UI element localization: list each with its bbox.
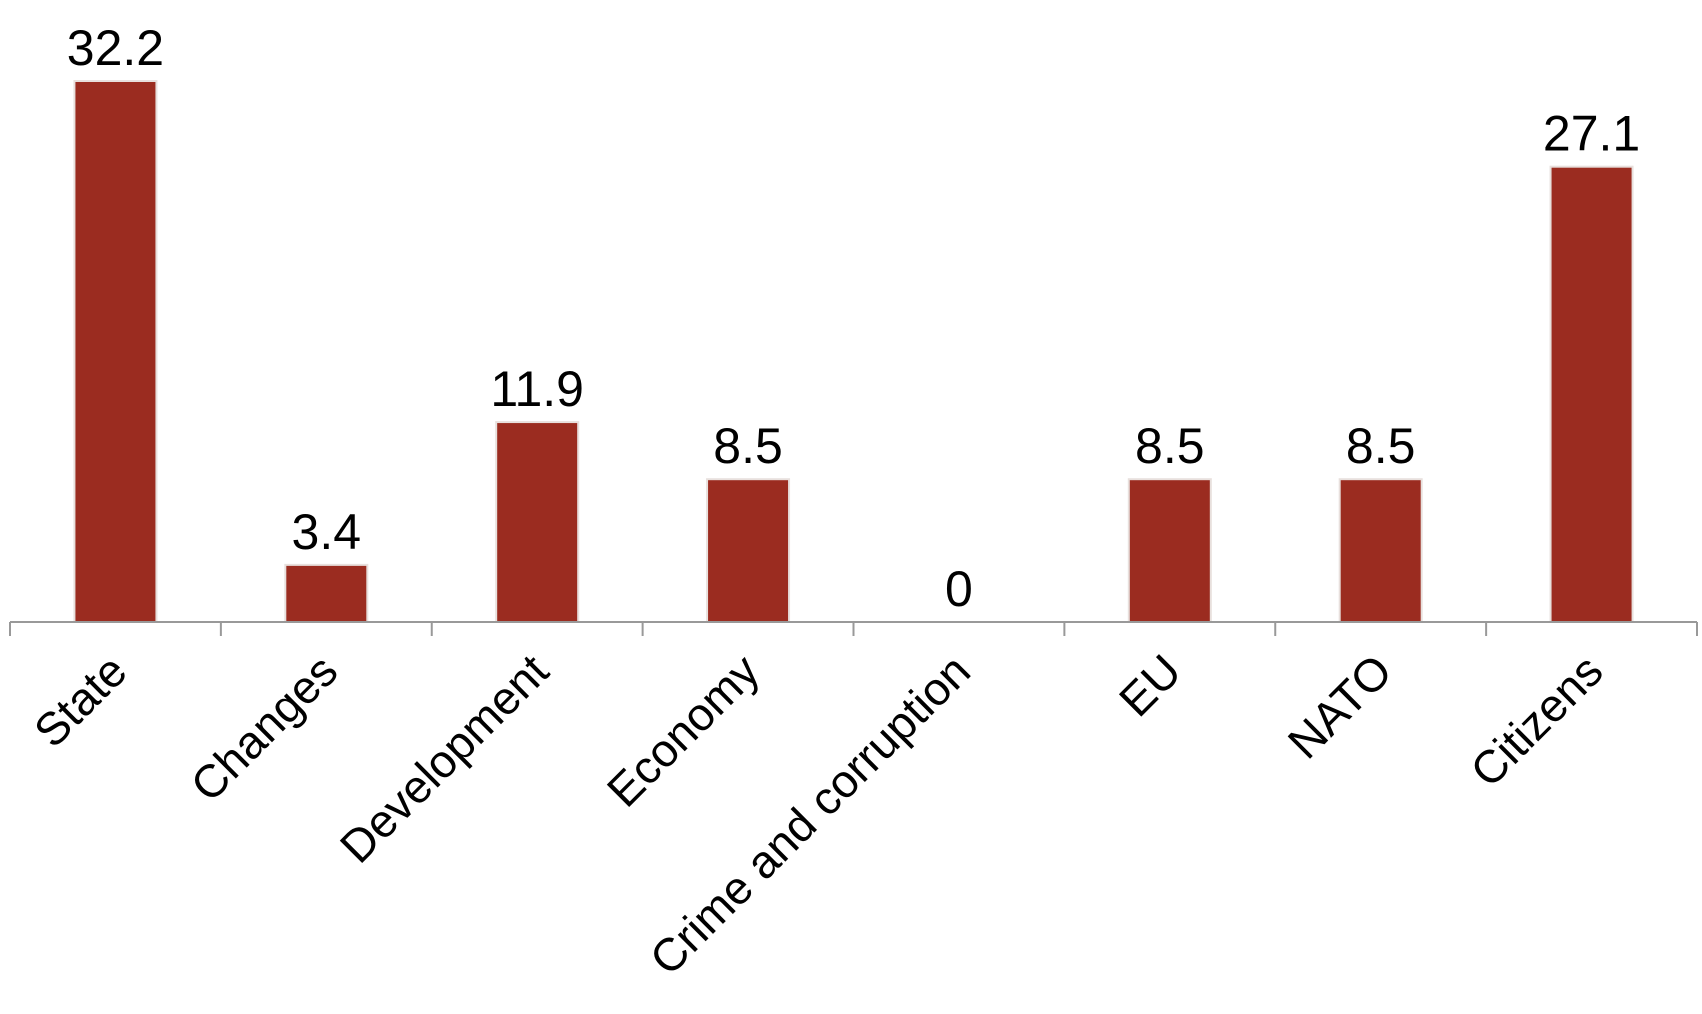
bar (1549, 165, 1634, 623)
bar-value-label: 27.1 (1543, 106, 1640, 162)
bars-group (73, 80, 1634, 624)
value-labels-group: 32.2 3.4 11.9 8.5 0 8.5 8.5 27.1 (67, 20, 1640, 617)
bar (1338, 478, 1423, 624)
bar (706, 478, 791, 624)
x-axis-ticks (9, 622, 1698, 636)
bar-value-label: 8.5 (1135, 418, 1205, 474)
category-label: Economy (597, 644, 769, 816)
category-label: Changes (180, 644, 347, 811)
bar-value-label: 11.9 (490, 361, 584, 417)
category-label: EU (1109, 644, 1191, 726)
category-label: NATO (1278, 644, 1402, 768)
category-label: State (24, 644, 137, 757)
bar (495, 421, 580, 623)
bar-value-label: 8.5 (713, 418, 783, 474)
bar (1127, 478, 1212, 624)
bar-value-label: 32.2 (67, 20, 164, 76)
category-label: Citizens (1460, 644, 1612, 796)
bar-value-label: 0 (945, 561, 973, 617)
category-label: Development (330, 644, 559, 873)
bar (284, 563, 369, 624)
bar (73, 80, 158, 623)
bar-value-label: 8.5 (1346, 418, 1416, 474)
bar-value-label: 3.4 (292, 504, 362, 560)
